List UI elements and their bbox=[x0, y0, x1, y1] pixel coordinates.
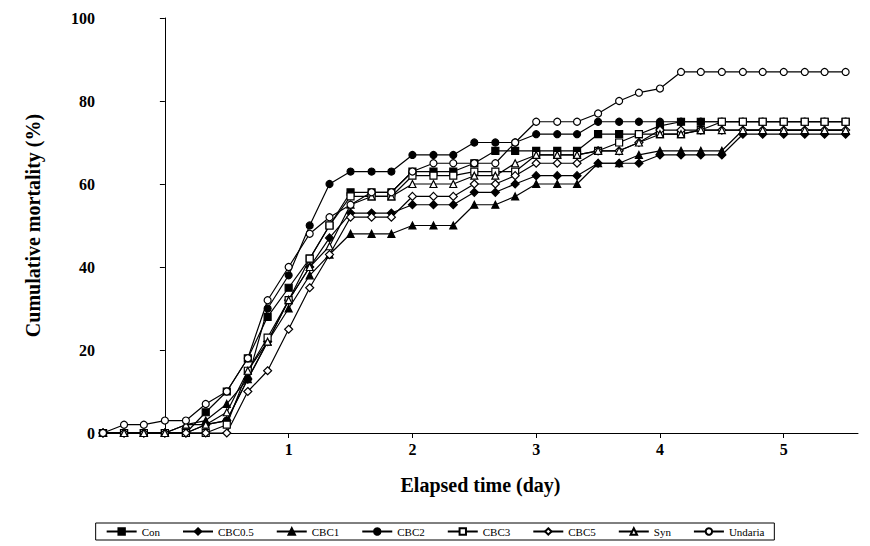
svg-text:Cumulative mortality (%): Cumulative mortality (%) bbox=[22, 114, 45, 337]
svg-text:100: 100 bbox=[71, 10, 95, 27]
svg-text:Undaria: Undaria bbox=[729, 526, 765, 538]
svg-text:1: 1 bbox=[285, 441, 293, 458]
svg-text:Con: Con bbox=[142, 526, 161, 538]
svg-text:2: 2 bbox=[408, 441, 416, 458]
svg-text:3: 3 bbox=[532, 441, 540, 458]
svg-text:CBC0.5: CBC0.5 bbox=[218, 526, 254, 538]
svg-text:CBC3: CBC3 bbox=[483, 526, 511, 538]
svg-text:40: 40 bbox=[79, 259, 95, 276]
svg-text:20: 20 bbox=[79, 342, 95, 359]
svg-text:60: 60 bbox=[79, 176, 95, 193]
svg-text:CBC5: CBC5 bbox=[568, 526, 596, 538]
svg-text:0: 0 bbox=[87, 425, 95, 442]
svg-text:4: 4 bbox=[656, 441, 664, 458]
svg-text:CBC2: CBC2 bbox=[397, 526, 425, 538]
svg-text:CBC1: CBC1 bbox=[312, 526, 340, 538]
svg-text:Syn: Syn bbox=[654, 526, 672, 538]
svg-text:5: 5 bbox=[780, 441, 788, 458]
svg-text:80: 80 bbox=[79, 93, 95, 110]
svg-text:Elapsed time (day): Elapsed time (day) bbox=[401, 474, 561, 497]
